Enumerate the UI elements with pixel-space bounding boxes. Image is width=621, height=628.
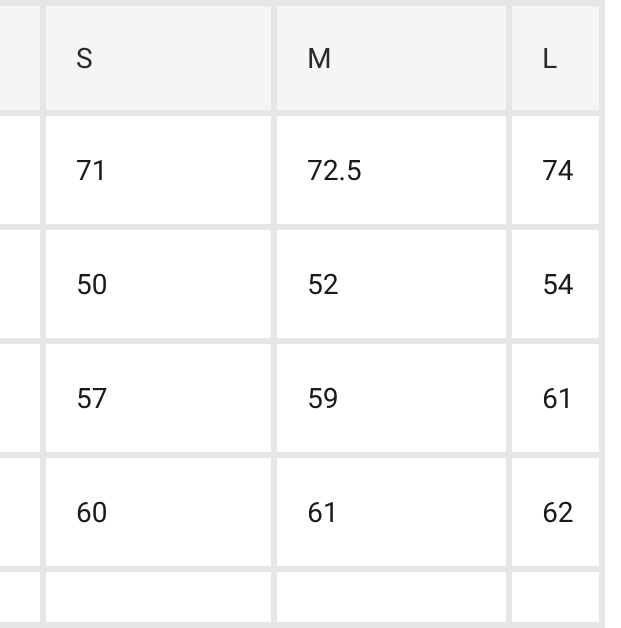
table-header-row: S M L bbox=[0, 6, 599, 110]
cell-leading bbox=[0, 344, 40, 452]
cell-empty bbox=[0, 572, 40, 622]
table-row: 50 52 54 bbox=[0, 230, 599, 338]
table-trailer-row bbox=[0, 572, 599, 622]
header-leading bbox=[0, 6, 40, 110]
table-row: 71 72.5 74 bbox=[0, 116, 599, 224]
cell-value: 71 bbox=[46, 116, 271, 224]
cell-value: 54 bbox=[512, 230, 599, 338]
cell-value: 60 bbox=[46, 458, 271, 566]
cell-empty bbox=[46, 572, 271, 622]
header-size-m: M bbox=[277, 6, 506, 110]
cell-empty bbox=[512, 572, 599, 622]
cell-value: 61 bbox=[277, 458, 506, 566]
cell-value: 74 bbox=[512, 116, 599, 224]
cell-leading bbox=[0, 230, 40, 338]
cell-empty bbox=[277, 572, 506, 622]
cell-leading bbox=[0, 458, 40, 566]
cell-value: 61 bbox=[512, 344, 599, 452]
size-table-wrapper: S M L 71 72.5 74 50 52 54 57 59 6 bbox=[0, 0, 621, 621]
cell-value: 59 bbox=[277, 344, 506, 452]
cell-value: 57 bbox=[46, 344, 271, 452]
table-row: 57 59 61 bbox=[0, 344, 599, 452]
cell-value: 62 bbox=[512, 458, 599, 566]
table-row: 60 61 62 bbox=[0, 458, 599, 566]
header-size-s: S bbox=[46, 6, 271, 110]
cell-value: 52 bbox=[277, 230, 506, 338]
cell-leading bbox=[0, 116, 40, 224]
cell-value: 50 bbox=[46, 230, 271, 338]
cell-value: 72.5 bbox=[277, 116, 506, 224]
header-size-l: L bbox=[512, 6, 599, 110]
size-table: S M L 71 72.5 74 50 52 54 57 59 6 bbox=[0, 0, 605, 628]
